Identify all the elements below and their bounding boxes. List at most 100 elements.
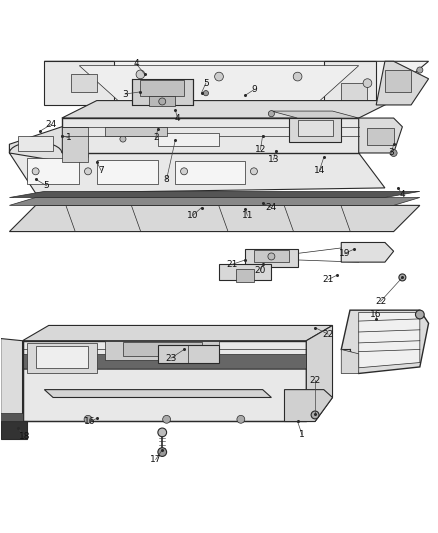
Text: 21: 21 — [226, 260, 238, 269]
Polygon shape — [158, 133, 219, 147]
Polygon shape — [175, 161, 245, 183]
Text: 12: 12 — [255, 145, 266, 154]
Text: 7: 7 — [98, 166, 104, 175]
Circle shape — [268, 111, 275, 117]
Circle shape — [417, 67, 423, 73]
Polygon shape — [367, 128, 394, 145]
Polygon shape — [22, 326, 332, 341]
Text: 3: 3 — [122, 90, 128, 99]
Polygon shape — [149, 96, 175, 106]
Polygon shape — [71, 75, 97, 92]
Text: 2: 2 — [153, 133, 159, 142]
Text: 1: 1 — [299, 430, 305, 439]
Circle shape — [136, 70, 145, 79]
Circle shape — [311, 411, 319, 419]
Polygon shape — [79, 66, 359, 105]
Circle shape — [203, 91, 208, 96]
Polygon shape — [10, 198, 420, 205]
Polygon shape — [10, 127, 88, 161]
Polygon shape — [237, 269, 254, 282]
Circle shape — [158, 448, 166, 456]
Polygon shape — [297, 120, 332, 135]
Circle shape — [85, 168, 92, 175]
Circle shape — [180, 168, 187, 175]
Polygon shape — [44, 61, 114, 105]
Text: 22: 22 — [322, 330, 334, 338]
Circle shape — [363, 79, 372, 87]
Polygon shape — [341, 350, 359, 374]
Text: 23: 23 — [165, 354, 177, 362]
Polygon shape — [219, 264, 272, 280]
Polygon shape — [1, 338, 22, 422]
Circle shape — [158, 428, 166, 437]
Circle shape — [293, 72, 302, 81]
Polygon shape — [10, 191, 420, 198]
Polygon shape — [141, 79, 184, 96]
Polygon shape — [123, 342, 201, 356]
Polygon shape — [0, 413, 22, 422]
Text: 13: 13 — [268, 155, 279, 164]
Circle shape — [268, 253, 275, 260]
Polygon shape — [341, 243, 394, 262]
Text: 24: 24 — [45, 120, 57, 129]
Polygon shape — [22, 341, 306, 422]
Text: 11: 11 — [242, 211, 253, 220]
Text: 5: 5 — [44, 181, 49, 190]
Polygon shape — [97, 159, 158, 183]
Text: 16: 16 — [371, 310, 382, 319]
Text: 18: 18 — [19, 432, 31, 441]
Polygon shape — [341, 310, 428, 374]
Polygon shape — [359, 312, 420, 368]
Polygon shape — [44, 61, 428, 105]
Text: 1: 1 — [66, 133, 71, 142]
Polygon shape — [376, 61, 428, 105]
Polygon shape — [324, 61, 376, 105]
Polygon shape — [44, 390, 272, 398]
Polygon shape — [106, 127, 166, 135]
Text: 24: 24 — [266, 203, 277, 212]
Circle shape — [84, 415, 92, 423]
Text: 4: 4 — [399, 190, 405, 199]
Polygon shape — [10, 153, 385, 193]
Polygon shape — [18, 136, 53, 151]
Circle shape — [120, 136, 126, 142]
Text: 14: 14 — [314, 166, 325, 175]
Text: 22: 22 — [375, 297, 386, 306]
Polygon shape — [27, 343, 97, 374]
Circle shape — [390, 149, 397, 157]
Circle shape — [251, 168, 258, 175]
Polygon shape — [359, 118, 403, 153]
Polygon shape — [341, 83, 367, 101]
Text: 19: 19 — [339, 249, 350, 258]
Text: 5: 5 — [203, 79, 209, 87]
Circle shape — [416, 310, 424, 319]
Text: 21: 21 — [322, 275, 334, 284]
Polygon shape — [62, 127, 88, 161]
Polygon shape — [35, 346, 88, 368]
Text: 8: 8 — [164, 175, 170, 184]
Polygon shape — [27, 158, 79, 183]
Polygon shape — [10, 205, 420, 231]
Polygon shape — [158, 345, 219, 362]
Text: 17: 17 — [150, 455, 162, 464]
Text: 9: 9 — [251, 85, 257, 94]
Polygon shape — [106, 341, 219, 360]
Polygon shape — [62, 118, 359, 153]
Polygon shape — [285, 390, 332, 422]
Text: 4: 4 — [175, 114, 180, 123]
Text: 20: 20 — [255, 266, 266, 276]
Polygon shape — [272, 111, 359, 118]
Polygon shape — [132, 79, 193, 105]
Text: 3: 3 — [389, 149, 394, 157]
Text: 4: 4 — [133, 59, 139, 68]
Circle shape — [399, 274, 406, 281]
Polygon shape — [22, 354, 306, 368]
Circle shape — [159, 98, 166, 105]
Text: 22: 22 — [309, 376, 321, 384]
Polygon shape — [1, 422, 27, 439]
Text: 10: 10 — [187, 211, 198, 220]
Text: 16: 16 — [85, 417, 96, 426]
Circle shape — [215, 72, 223, 81]
Circle shape — [32, 168, 39, 175]
Polygon shape — [254, 250, 289, 262]
